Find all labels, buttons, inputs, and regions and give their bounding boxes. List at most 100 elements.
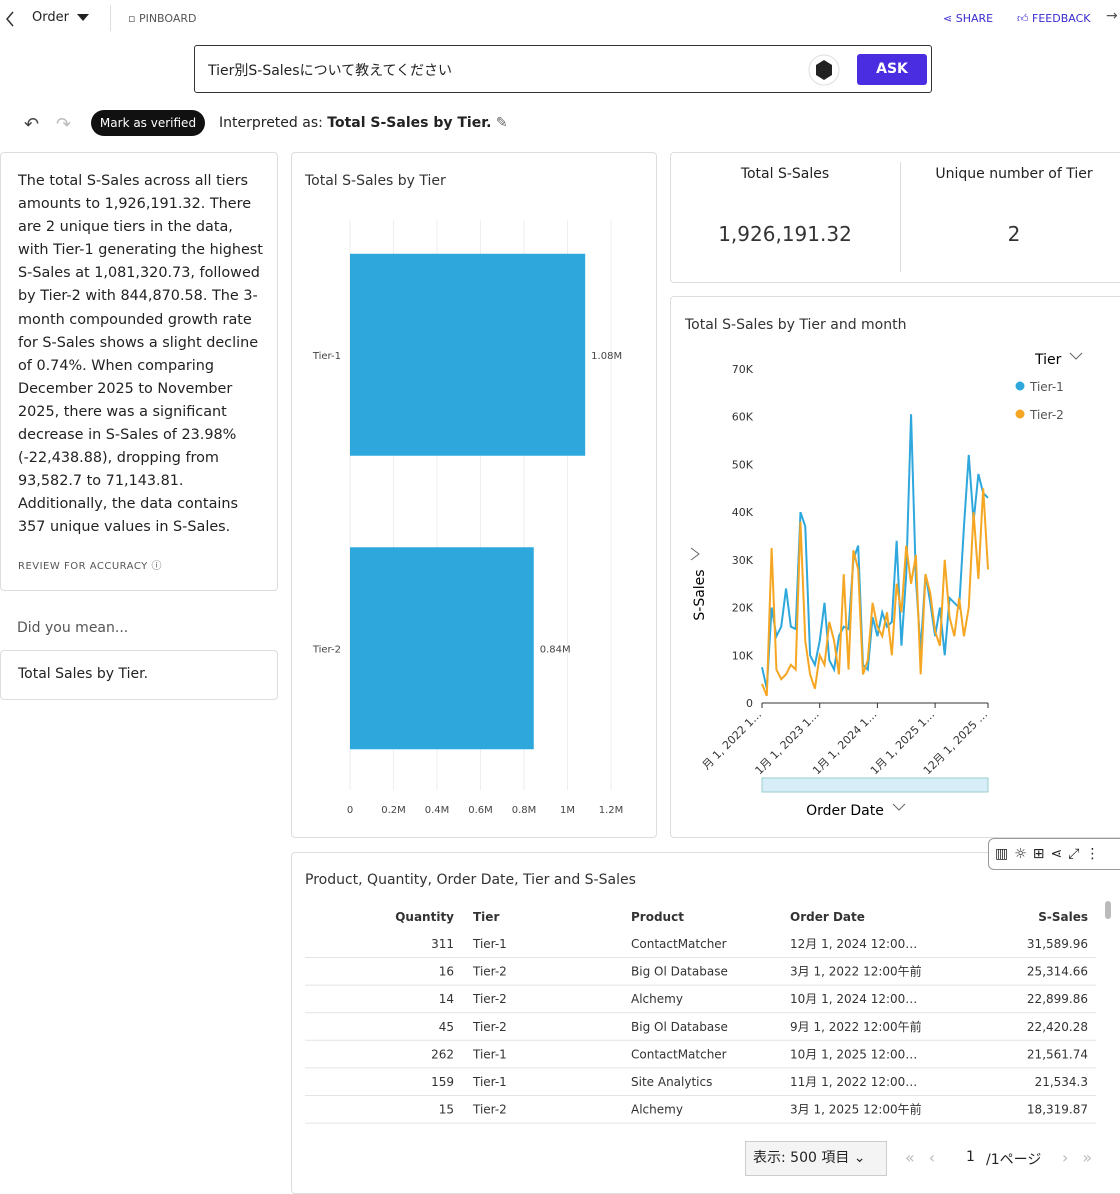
assistant-icon[interactable] xyxy=(807,53,841,87)
table-cell: Tier-1 xyxy=(472,1075,507,1089)
table-cell: Tier-2 xyxy=(472,992,507,1006)
table-cell: 31,589.96 xyxy=(1027,937,1088,951)
review[interactable]: REVIEW FOR ACCURACY ⓘ xyxy=(18,561,162,572)
undo[interactable]: ↶ xyxy=(24,114,40,135)
y-tick-label: 20K xyxy=(732,602,754,615)
table-cell: Big Ol Database xyxy=(631,1020,728,1034)
redo[interactable]: ↷ xyxy=(56,114,72,135)
bar-title: Total S-Sales by Tier xyxy=(305,173,446,189)
legend-title: Tier xyxy=(1034,352,1062,368)
kpi-value: 1,926,191.32 xyxy=(718,222,852,246)
y-tick-label: 60K xyxy=(732,411,754,424)
table-cell: Tier-1 xyxy=(472,937,507,951)
pinboard[interactable]: ▫ PINBOARD xyxy=(128,12,197,25)
value-label: 1.08M xyxy=(591,351,622,362)
table-header: S-Sales xyxy=(1038,910,1088,924)
table-cell: Site Analytics xyxy=(631,1075,712,1089)
x-tick-label: 0 xyxy=(347,805,353,816)
value-label: 0.84M xyxy=(540,644,571,655)
table-cell: 3月 1, 2022 12:00午前 xyxy=(790,964,922,979)
x-tick-label: 0.6M xyxy=(468,805,493,816)
y-tick-label: 0 xyxy=(746,697,753,710)
table-cell: Tier-2 xyxy=(472,965,507,979)
kpi-value: 2 xyxy=(1007,222,1021,246)
table-cell: 15 xyxy=(439,1103,454,1117)
x-tick-label: 0.8M xyxy=(512,805,537,816)
legend-label: Tier-1 xyxy=(1029,380,1064,394)
category-label: Tier-1 xyxy=(312,351,341,362)
query-box[interactable] xyxy=(194,45,932,93)
table-cell: Big Ol Database xyxy=(631,965,728,979)
table-cell: 18,319.87 xyxy=(1027,1103,1088,1117)
range-slider[interactable] xyxy=(761,777,989,793)
kpi-card xyxy=(670,152,1120,283)
table-cell: 25,314.66 xyxy=(1027,965,1088,979)
table-header: Quantity xyxy=(395,910,454,924)
pinboard-label: PINBOARD xyxy=(138,12,197,25)
axis-caret xyxy=(690,547,700,561)
pager-next[interactable]: ›» xyxy=(1062,1148,1107,1167)
x-tick-label: 1.2M xyxy=(599,805,624,816)
table-cell: 3月 1, 2025 12:00午前 xyxy=(790,1102,922,1117)
caret xyxy=(77,14,89,21)
kpi-label: Total S-Sales xyxy=(740,166,830,182)
page: 1 xyxy=(966,1149,975,1165)
review-label: REVIEW FOR ACCURACY xyxy=(18,561,148,572)
table-cell: 159 xyxy=(431,1075,454,1089)
summary-card xyxy=(0,152,278,591)
table-card xyxy=(291,852,1120,1194)
table-cell: 10月 1, 2025 12:00… xyxy=(790,1047,917,1061)
line-title: Total S-Sales by Tier and month xyxy=(685,317,907,333)
bar xyxy=(350,547,534,750)
x-tick-label: 月 1, 2022 1… xyxy=(700,708,764,772)
ask-button[interactable]: ASK xyxy=(857,54,927,85)
exit[interactable]: → xyxy=(1106,8,1118,24)
legend-swatch xyxy=(1015,409,1025,419)
table-cell: Tier-2 xyxy=(472,1020,507,1034)
table-cell: Tier-2 xyxy=(472,1103,507,1117)
page-count: /1ページ xyxy=(986,1152,1042,1168)
verify-button[interactable]: Mark as verified xyxy=(91,110,205,136)
legend-swatch xyxy=(1015,381,1025,391)
table-cell: 21,561.74 xyxy=(1027,1047,1088,1061)
table-cell: 10月 1, 2024 12:00… xyxy=(790,992,917,1006)
edit-icon[interactable]: ✎ xyxy=(495,115,508,131)
summary-text: The total S-Sales across all tiers amoun… xyxy=(18,173,263,536)
table-cell: 45 xyxy=(439,1020,454,1034)
suggestion[interactable]: Total Sales by Tier. xyxy=(18,666,149,682)
dataset[interactable]: Order xyxy=(32,10,69,25)
y-tick-label: 10K xyxy=(732,649,754,662)
table-cell: 21,534.3 xyxy=(1035,1075,1088,1089)
table-header: Tier xyxy=(473,910,499,924)
separator xyxy=(110,5,111,31)
feedback[interactable]: 👍︎ FEEDBACK xyxy=(1017,12,1091,25)
table-cell: ContactMatcher xyxy=(631,937,727,951)
chart-toolbar[interactable]: ▥☼⊞⋖⤢⋮ xyxy=(988,838,1120,870)
back-icon[interactable] xyxy=(4,10,16,28)
table-header: Product xyxy=(631,910,684,924)
bar xyxy=(350,253,586,456)
category-label: Tier-2 xyxy=(312,644,341,655)
table-cell: Alchemy xyxy=(631,1103,683,1117)
legend-label: Tier-2 xyxy=(1029,408,1064,422)
interpretation: Interpreted as: Total S-Sales by Tier. ✎ xyxy=(219,115,508,131)
table-cell: 22,420.28 xyxy=(1027,1020,1088,1034)
table-cell: 262 xyxy=(431,1047,454,1061)
line xyxy=(761,488,989,697)
interpretation-value: Total S-Sales by Tier. xyxy=(327,115,492,131)
table-cell: 22,899.86 xyxy=(1027,992,1088,1006)
table-cell: 9月 1, 2022 12:00午前 xyxy=(790,1019,922,1034)
kpi-separator xyxy=(900,162,901,272)
interpretation-prefix: Interpreted as: xyxy=(219,115,323,131)
share[interactable]: ⋖ SHARE xyxy=(943,12,994,25)
table-cell: 311 xyxy=(431,937,454,951)
pager-prev[interactable]: «‹ xyxy=(905,1148,950,1167)
x-tick-label: 1M xyxy=(560,805,575,816)
x-axis-label: Order Date xyxy=(806,803,884,819)
suggestion-card[interactable] xyxy=(0,650,278,700)
page-size[interactable]: 表示: 500 項目 ⌄ xyxy=(745,1141,887,1176)
query-text[interactable]: Tier別S-Salesについて教えてください xyxy=(208,63,453,79)
x-tick-label: 0.2M xyxy=(381,805,406,816)
